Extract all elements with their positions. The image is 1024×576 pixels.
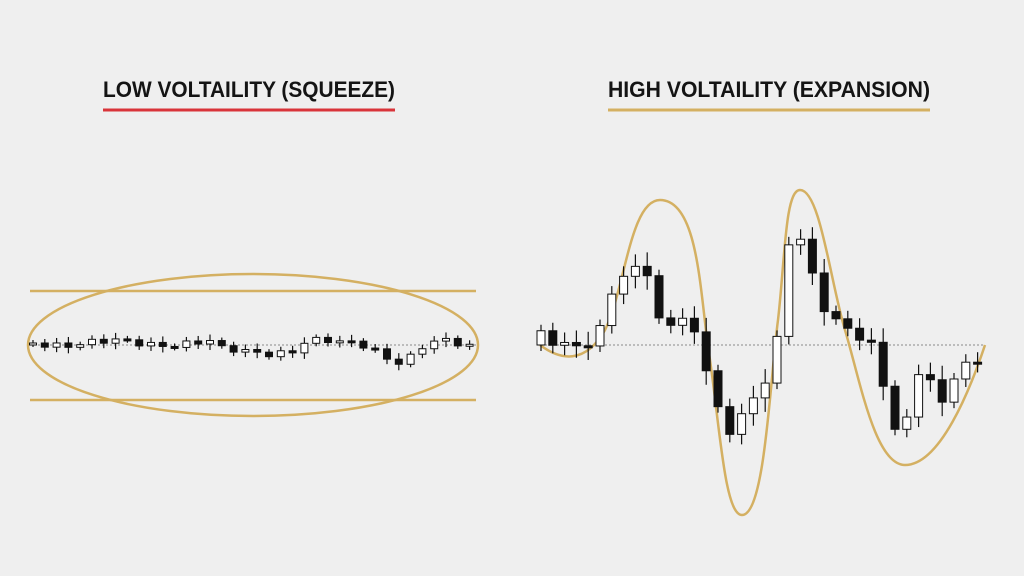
candle-body [843, 318, 853, 329]
candle-body [642, 265, 652, 277]
candle-body [784, 244, 794, 337]
candle-body [831, 311, 841, 320]
candle-body [347, 340, 356, 344]
candle-body [465, 343, 474, 347]
candle-body [64, 342, 73, 348]
candle-body [748, 397, 758, 415]
candle-body [135, 339, 144, 347]
candle-body [99, 338, 108, 344]
candle-body [925, 374, 935, 381]
candle-body [40, 342, 49, 348]
candle-body [300, 342, 309, 354]
candle-body [583, 345, 593, 349]
candle-body [276, 350, 285, 358]
candle-body [654, 275, 664, 319]
candle-body [265, 351, 273, 358]
candle-body [206, 340, 214, 345]
candle-body [961, 361, 971, 380]
candle-body [147, 341, 155, 347]
candle-body [371, 347, 380, 351]
candle-body [560, 341, 570, 346]
candle-body [229, 345, 238, 353]
candle-body [394, 358, 403, 365]
candle-body [123, 338, 132, 342]
candle-body [701, 331, 711, 372]
candle-body [607, 293, 617, 327]
candle-body [324, 336, 332, 344]
candle-body [52, 342, 61, 348]
candle-body [383, 348, 391, 360]
panel-title: HIGH VOLTAILITY (EXPANSION) [608, 77, 930, 102]
candle-body [890, 385, 900, 430]
candle-body [217, 340, 226, 347]
candle-body [760, 382, 770, 399]
candle-body [158, 341, 167, 347]
candle-body [536, 330, 546, 346]
candle-body [442, 337, 450, 342]
candle-body [182, 340, 191, 348]
candle-body [312, 336, 321, 344]
candle-body [170, 345, 179, 349]
candle-body [878, 341, 888, 387]
candle-body [288, 350, 297, 354]
candle-body [88, 338, 96, 346]
candle-body [678, 317, 688, 326]
candle-body [194, 340, 203, 345]
candle-body [335, 340, 344, 344]
candle-body [973, 361, 983, 365]
candle-body [949, 378, 959, 403]
candle-body [359, 340, 368, 349]
candle-body [29, 342, 37, 346]
candle-body [866, 339, 876, 343]
candle-body [819, 272, 829, 313]
candle-body [111, 338, 120, 344]
squeeze-panel [26, 272, 480, 418]
candle-body [725, 406, 735, 435]
candle-body [737, 413, 747, 435]
candle-body [241, 349, 250, 353]
expansion-wave [539, 188, 987, 517]
candle-body [418, 348, 427, 355]
candle-body [807, 238, 817, 274]
candle-body [689, 317, 699, 333]
squeeze-ellipse [26, 272, 480, 418]
candle-body [666, 317, 676, 326]
candle-body [902, 416, 912, 430]
candle-body [914, 374, 924, 418]
candle-body [630, 265, 640, 277]
candle-body [76, 344, 85, 348]
candle-body [571, 341, 581, 347]
candle-body [713, 370, 723, 408]
candle-body [855, 327, 865, 341]
candle-body [595, 325, 605, 347]
candle-body [937, 379, 947, 403]
candle-body [453, 337, 462, 347]
expansion-panel [536, 188, 987, 517]
candle-body [772, 335, 782, 384]
candle-body [796, 238, 806, 246]
candle-body [406, 353, 415, 365]
candle-body [430, 340, 439, 350]
candle-body [619, 275, 629, 295]
candle-body [253, 349, 262, 353]
candle-body [548, 330, 558, 346]
panel-title: LOW VOLTAILITY (SQUEEZE) [103, 77, 395, 102]
